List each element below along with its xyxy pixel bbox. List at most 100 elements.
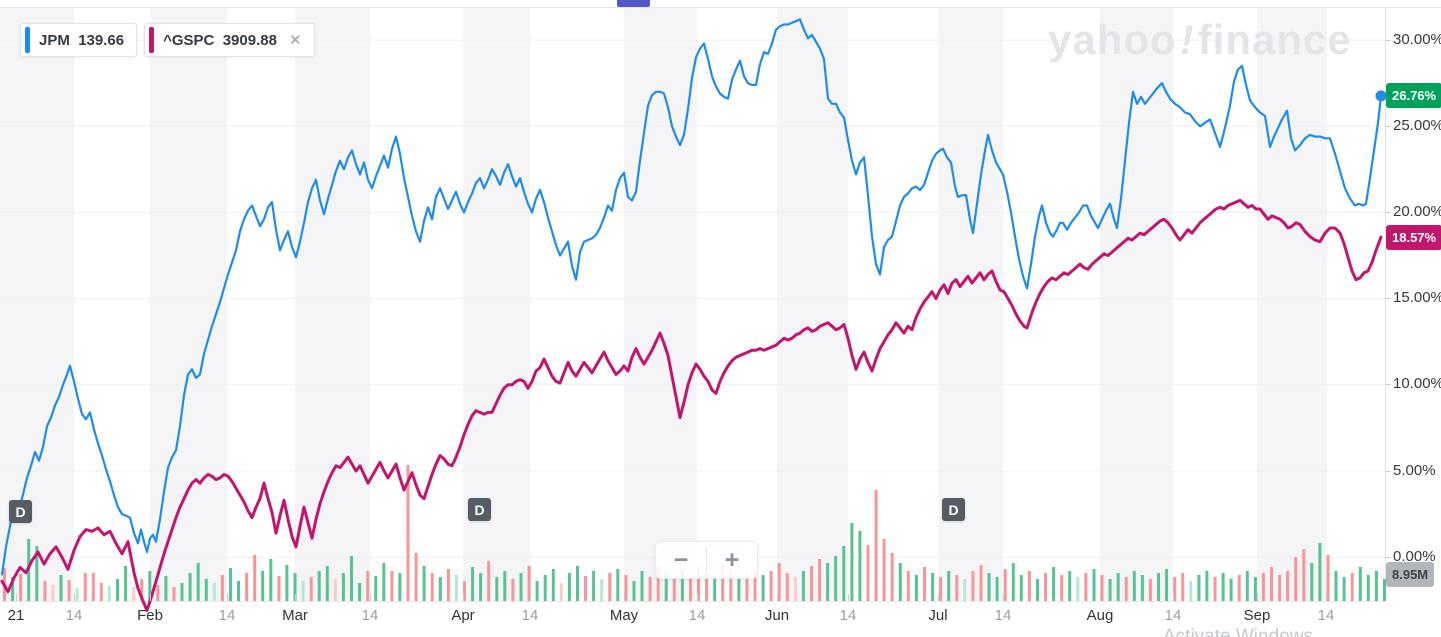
volume-bar (116, 579, 119, 601)
zoom-out-button[interactable]: − (656, 542, 706, 578)
volume-bar (1173, 577, 1177, 601)
volume-bar (600, 579, 604, 601)
volume-bar (850, 523, 854, 601)
background-stripe (1100, 8, 1173, 601)
volume-bar (818, 559, 822, 601)
volume-bar (333, 579, 337, 601)
volume-bar (1003, 569, 1007, 601)
volume-bar (923, 567, 926, 601)
legend-chip-gspc[interactable]: ^GSPC 3909.88 ✕ (144, 23, 315, 57)
volume-bar (350, 556, 353, 601)
volume-bar (1342, 577, 1346, 601)
x-axis-label: Aug (1086, 607, 1114, 624)
dividend-marker[interactable]: D (468, 498, 491, 521)
y-axis-tick (1386, 471, 1391, 472)
volume-bar (422, 566, 426, 601)
volume-bar (1181, 573, 1185, 601)
y-axis-tick (1386, 384, 1391, 385)
tab-indicator[interactable] (617, 0, 650, 7)
volume-bar (1302, 549, 1306, 601)
x-axis-tick (624, 594, 625, 601)
volume-bar (67, 580, 71, 601)
volume-bar (584, 576, 587, 601)
dividend-marker[interactable]: D (9, 500, 32, 523)
x-axis-tick (463, 594, 464, 601)
x-axis-tick (848, 594, 849, 601)
volume-bar (454, 575, 458, 601)
volume-bar (592, 571, 596, 601)
volume-badge: 8.95M (1386, 562, 1435, 587)
volume-bar (834, 556, 838, 601)
volume-bar (737, 576, 741, 601)
volume-bar (1036, 579, 1039, 601)
zoom-in-button[interactable]: + (707, 542, 757, 578)
yahoo-finance-watermark: yahoo!finance (1048, 16, 1352, 64)
y-axis-tick (1386, 126, 1391, 127)
volume-bar (341, 573, 345, 601)
volume-bar (1366, 575, 1370, 601)
y-axis-label: 10.00% (1393, 375, 1441, 392)
volume-bar (1350, 573, 1354, 601)
volume-bar (1124, 577, 1128, 601)
activate-windows-watermark: Activate Windows (1163, 626, 1313, 637)
gspc-symbol-and-price: ^GSPC 3909.88 (163, 31, 277, 49)
background-stripe (777, 8, 848, 601)
background-stripe (624, 8, 697, 601)
volume-bar (898, 563, 902, 601)
volume-bar (1019, 575, 1023, 601)
volume-bar (608, 573, 612, 601)
volume-bar (132, 587, 136, 601)
volume-bar (59, 575, 63, 601)
y-axis-label: 20.00% (1393, 203, 1441, 220)
volume-bar (535, 581, 539, 601)
volume-bar (414, 553, 418, 601)
volume-bar (890, 553, 894, 601)
volume-bar (745, 573, 749, 601)
legend-chip-jpm[interactable]: JPM 139.66 (20, 23, 138, 57)
volume-bar (99, 583, 103, 601)
volume-bar (1052, 567, 1056, 601)
volume-bar (1197, 575, 1201, 601)
x-axis-tick (530, 594, 531, 601)
volume-bar (471, 567, 475, 601)
volume-bar (858, 531, 862, 601)
series-line-JPM[interactable] (0, 18, 1383, 576)
volume-bar (285, 565, 289, 601)
x-axis-label: Sep (1243, 607, 1271, 624)
volume-bar (640, 571, 644, 601)
volume-bar (140, 579, 144, 601)
volume-bar (325, 566, 329, 601)
volume-bar (576, 566, 579, 601)
watermark-suffix: finance (1197, 16, 1352, 63)
close-icon[interactable]: ✕ (288, 31, 302, 49)
volume-bar (866, 545, 870, 601)
volume-bar (519, 573, 523, 601)
y-axis-tick (1386, 557, 1391, 558)
volume-bar (220, 575, 224, 601)
series-line-^GSPC[interactable] (0, 198, 1383, 613)
y-axis-tick (1386, 298, 1391, 299)
volume-bar (390, 571, 394, 601)
y-axis-label: 25.00% (1393, 117, 1441, 134)
x-axis-tick (1326, 594, 1327, 601)
volume-bar (35, 546, 39, 601)
volume-bar (164, 576, 168, 601)
dividend-marker[interactable]: D (942, 498, 965, 521)
volume-bar (43, 581, 47, 601)
volume-bar (777, 563, 781, 601)
volume-bar (882, 539, 886, 601)
volume-bar (810, 566, 813, 601)
volume-bar (277, 576, 281, 601)
volume-bar (1253, 577, 1257, 601)
volume-bar (495, 577, 499, 601)
volume-bar (1229, 579, 1233, 601)
volume-bar (1027, 571, 1031, 601)
volume-bar (1068, 571, 1072, 601)
volume-bar (1157, 573, 1160, 601)
volume-bar (624, 575, 628, 601)
x-axis-tick (74, 594, 75, 601)
volume-bar (680, 571, 684, 601)
volume-bar (1011, 563, 1015, 601)
volume-bar (842, 546, 846, 601)
